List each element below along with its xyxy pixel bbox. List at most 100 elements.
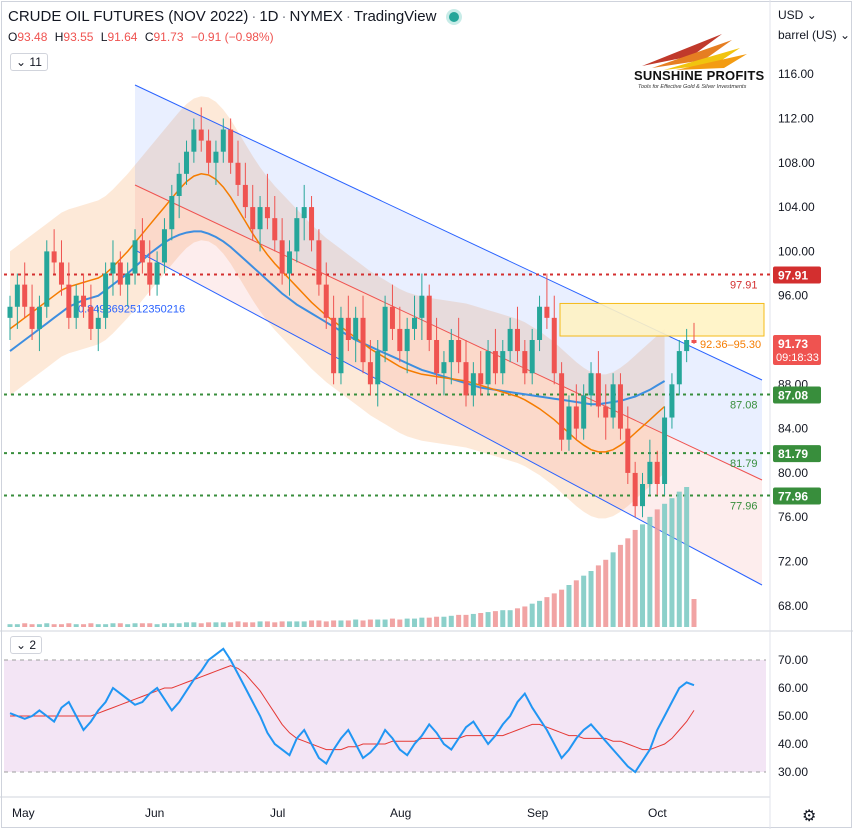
candle[interactable] <box>573 406 579 429</box>
price-tag[interactable]: 87.08 <box>773 386 821 404</box>
candle[interactable] <box>389 306 395 329</box>
candle[interactable] <box>154 262 160 285</box>
candle[interactable] <box>323 284 329 318</box>
candle[interactable] <box>36 306 42 329</box>
candle[interactable] <box>662 417 668 484</box>
candle[interactable] <box>448 340 454 363</box>
candle[interactable] <box>14 284 20 307</box>
candle[interactable] <box>375 351 381 385</box>
candle[interactable] <box>103 273 109 318</box>
candle[interactable] <box>676 351 682 385</box>
candle[interactable] <box>500 351 506 374</box>
candle[interactable] <box>485 351 491 385</box>
candle[interactable] <box>51 251 57 263</box>
candle[interactable] <box>595 373 601 407</box>
candle[interactable] <box>478 373 484 385</box>
candle[interactable] <box>316 240 322 285</box>
candle[interactable] <box>235 162 241 185</box>
candle[interactable] <box>514 328 520 352</box>
candle[interactable] <box>198 129 204 141</box>
candle[interactable] <box>286 251 292 274</box>
candle[interactable] <box>640 484 646 507</box>
candle[interactable] <box>257 207 263 230</box>
rsi-line[interactable] <box>9 647 695 774</box>
candle[interactable] <box>132 240 138 274</box>
candle[interactable] <box>184 151 190 174</box>
candle[interactable] <box>647 461 653 484</box>
candle[interactable] <box>669 384 675 418</box>
candle[interactable] <box>206 140 212 163</box>
candle[interactable] <box>617 384 623 429</box>
candle[interactable] <box>264 207 270 219</box>
candle[interactable] <box>654 461 660 484</box>
candle[interactable] <box>117 262 123 285</box>
candle[interactable] <box>58 262 64 285</box>
candle[interactable] <box>301 207 307 219</box>
candle[interactable] <box>279 240 285 274</box>
candle[interactable] <box>95 317 101 329</box>
candle[interactable] <box>139 240 145 263</box>
candle[interactable] <box>81 295 87 307</box>
unit-selector[interactable]: barrel (US) ⌄ <box>778 28 850 42</box>
candle[interactable] <box>44 251 50 307</box>
candle[interactable] <box>345 317 351 340</box>
candle[interactable] <box>309 207 315 241</box>
candle[interactable] <box>73 295 79 318</box>
candle[interactable] <box>691 340 697 343</box>
candle[interactable] <box>66 284 72 318</box>
candle[interactable] <box>353 317 359 340</box>
candle[interactable] <box>250 207 256 230</box>
candle[interactable] <box>544 306 550 318</box>
candle[interactable] <box>147 262 153 285</box>
candle[interactable] <box>338 317 344 374</box>
candle[interactable] <box>507 328 513 352</box>
candle[interactable] <box>632 472 638 507</box>
candle[interactable] <box>441 362 447 374</box>
candle[interactable] <box>551 317 557 374</box>
candle[interactable] <box>492 351 498 374</box>
candle[interactable] <box>382 306 388 352</box>
candle[interactable] <box>125 273 131 285</box>
candle[interactable] <box>110 262 116 274</box>
candle[interactable] <box>581 395 587 429</box>
candle[interactable] <box>529 340 535 374</box>
price-tag[interactable]: 77.96 <box>773 487 821 505</box>
candle[interactable] <box>412 317 418 329</box>
candle[interactable] <box>522 351 528 374</box>
candle[interactable] <box>242 184 248 208</box>
candle[interactable] <box>228 129 234 163</box>
candle[interactable] <box>684 340 690 352</box>
currency-selector[interactable]: USD ⌄ <box>778 8 817 22</box>
rsi-signal-line[interactable] <box>10 665 695 751</box>
candle[interactable] <box>434 340 440 374</box>
candle[interactable] <box>404 328 410 352</box>
price-tag[interactable]: 97.91 <box>773 266 821 284</box>
candle[interactable] <box>220 129 226 152</box>
price-tag[interactable]: 81.79 <box>773 445 821 463</box>
candle[interactable] <box>169 196 175 230</box>
rsi-indicators-toggle[interactable]: ⌄ 2 <box>10 636 43 654</box>
candle[interactable] <box>426 295 432 340</box>
candle[interactable] <box>176 173 182 196</box>
candle[interactable] <box>360 317 366 363</box>
candle[interactable] <box>470 373 476 396</box>
candle[interactable] <box>397 328 403 352</box>
main-indicators-toggle[interactable]: ⌄ 11 <box>10 53 48 71</box>
ma-orange-line[interactable] <box>9 173 666 453</box>
candle[interactable] <box>537 306 543 340</box>
candle[interactable] <box>419 295 425 318</box>
candle[interactable] <box>22 284 28 307</box>
gear-icon[interactable]: ⚙ <box>802 808 817 825</box>
candle[interactable] <box>588 373 594 396</box>
candle[interactable] <box>191 129 197 152</box>
candle[interactable] <box>161 229 167 263</box>
candle[interactable] <box>603 406 609 418</box>
candle[interactable] <box>29 306 35 329</box>
price-zone[interactable] <box>559 302 765 337</box>
candle[interactable] <box>625 428 631 473</box>
candle[interactable] <box>294 218 300 252</box>
candle[interactable] <box>610 384 616 418</box>
candle[interactable] <box>331 317 337 374</box>
